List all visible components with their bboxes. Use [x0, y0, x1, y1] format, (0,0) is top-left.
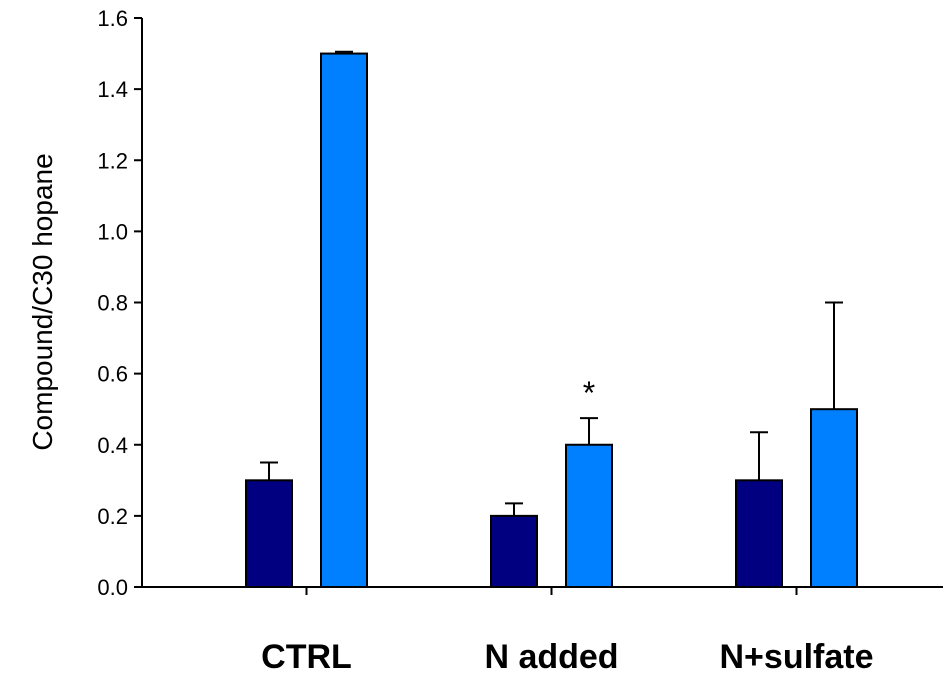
y-tick-label: 0.6	[97, 362, 128, 387]
y-tick-label: 1.2	[97, 148, 128, 173]
bar	[490, 514, 538, 588]
y-tick-label: 0.8	[97, 291, 128, 316]
bar	[565, 443, 613, 588]
y-tick-label: 1.0	[97, 219, 128, 244]
x-category-label: CTRL	[261, 638, 352, 676]
y-axis-title: Compound/C30 hopane	[27, 153, 58, 450]
y-tick-label: 0.0	[97, 575, 128, 600]
y-tick-label: 1.6	[97, 6, 128, 31]
y-tick-label: 0.4	[97, 433, 128, 458]
y-tick-label: 1.4	[97, 77, 128, 102]
labels: 0.0 0.2 0.4 0.6 0.8 1.0 1.2 1.4 1.6 CTRL N added N+…	[97, 6, 873, 676]
x-category-label: N+sulfate	[720, 638, 874, 676]
y-tick-label: 0.2	[97, 504, 128, 529]
bar	[735, 479, 783, 588]
significance-annotation: *	[583, 375, 595, 411]
bar	[810, 408, 858, 588]
bar	[320, 52, 368, 588]
bar	[245, 479, 293, 588]
bars	[245, 50, 858, 588]
x-category-label: N added	[484, 638, 618, 676]
